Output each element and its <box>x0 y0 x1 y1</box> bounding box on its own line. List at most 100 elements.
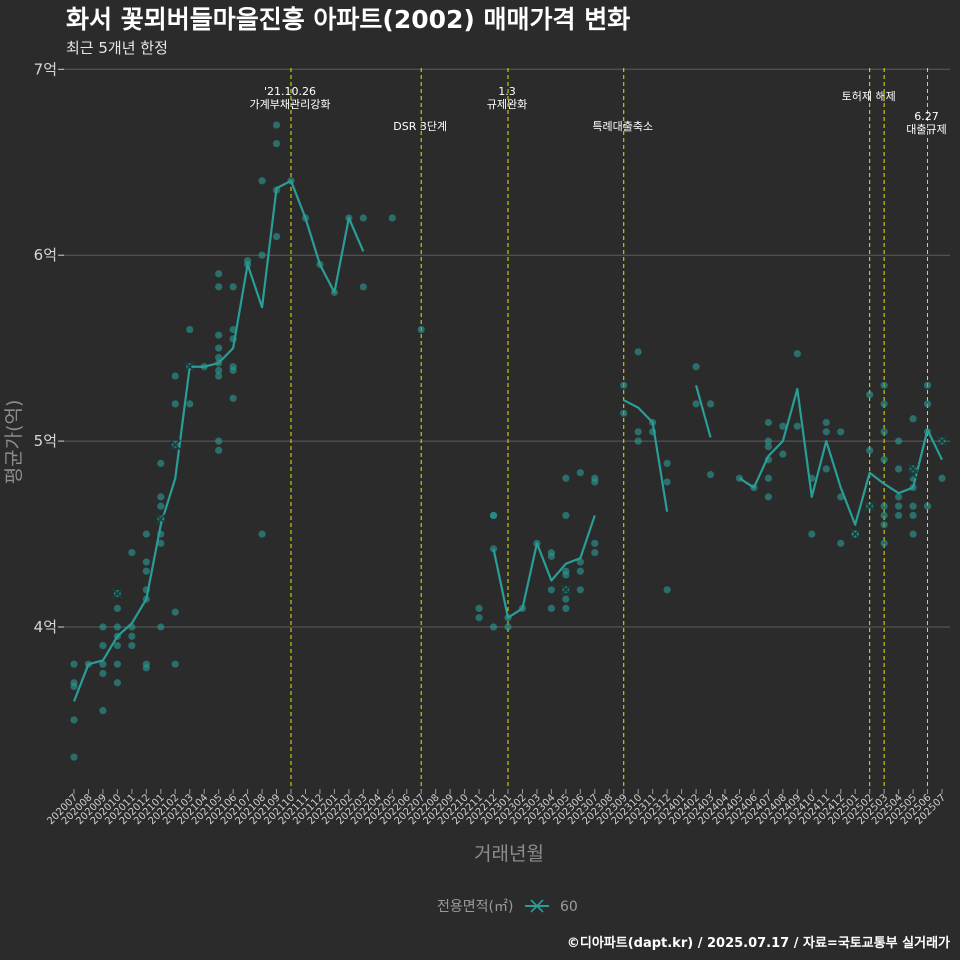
data-point <box>822 465 830 473</box>
data-point <box>113 641 121 650</box>
data-point <box>215 446 223 454</box>
data-point <box>591 474 599 482</box>
series-60-line-segment-2 <box>623 399 669 512</box>
data-point <box>895 502 903 510</box>
data-point <box>99 707 107 715</box>
series-60-line-segment-1 <box>492 515 596 619</box>
data-point <box>215 283 223 291</box>
data-point <box>909 530 917 538</box>
data-point <box>215 437 223 445</box>
data-point <box>157 459 165 467</box>
legend-title: 전용면적(㎡) <box>437 899 513 915</box>
data-point <box>186 400 194 408</box>
ytick-label-7: 7억 <box>34 60 57 78</box>
data-point <box>99 669 107 678</box>
data-point <box>562 595 570 603</box>
data-point <box>562 511 570 520</box>
data-point <box>909 415 917 423</box>
data-point <box>764 418 773 427</box>
data-point <box>880 502 888 510</box>
data-point <box>272 121 281 129</box>
data-point <box>779 450 787 458</box>
data-point <box>706 400 715 408</box>
data-point <box>547 549 556 557</box>
data-point <box>475 604 483 612</box>
data-point <box>779 422 787 430</box>
data-point <box>388 214 396 222</box>
data-point <box>157 539 165 547</box>
data-point <box>171 608 179 616</box>
series-60-line-segment-0 <box>72 179 365 702</box>
data-point <box>99 623 107 631</box>
data-point <box>793 350 801 358</box>
event-label-202110-0: '21.10.26 <box>264 85 316 98</box>
cross-marker <box>907 463 919 475</box>
cross-marker <box>184 361 196 373</box>
data-point <box>764 437 773 445</box>
data-point <box>99 660 107 668</box>
event-label-202309-0: 특례대출축소 <box>592 120 653 133</box>
data-point <box>142 558 150 566</box>
event-label-202301-1: 규제완화 <box>487 98 527 111</box>
data-point <box>244 257 252 265</box>
data-point <box>822 418 830 427</box>
data-point <box>923 502 932 510</box>
data-point <box>70 716 78 724</box>
cross-marker <box>560 584 572 596</box>
data-point <box>70 660 78 668</box>
data-point <box>359 283 367 291</box>
legend-cross-icon <box>530 899 544 913</box>
data-point <box>880 539 888 547</box>
data-point <box>562 604 570 612</box>
y-axis-label: 평균가(억) <box>3 400 25 485</box>
cross-markers <box>111 361 948 600</box>
data-point <box>142 660 150 668</box>
event-label-202301-0: 1.3 <box>498 85 516 98</box>
data-point <box>128 632 136 640</box>
data-point <box>663 459 671 467</box>
chart-subtitle: 최근 5개년 한정 <box>66 39 168 57</box>
data-point <box>663 478 671 486</box>
cross-marker <box>111 587 123 600</box>
data-point <box>880 521 888 529</box>
data-point <box>634 348 642 356</box>
data-point <box>547 586 556 594</box>
series-60-line-segment-4 <box>738 387 943 526</box>
data-point <box>562 567 570 575</box>
data-point <box>272 233 281 241</box>
data-point <box>880 511 888 520</box>
cross-marker <box>155 513 167 525</box>
data-point <box>128 549 136 557</box>
data-point <box>157 493 165 501</box>
data-point <box>895 465 903 473</box>
data-point <box>576 586 584 594</box>
data-point <box>663 586 671 594</box>
data-point <box>866 446 874 454</box>
data-point <box>171 400 179 408</box>
data-point <box>215 331 223 339</box>
data-point <box>692 400 700 408</box>
data-point <box>215 353 223 362</box>
data-point <box>576 567 584 575</box>
data-point <box>692 363 700 371</box>
data-point <box>157 623 165 631</box>
data-point <box>215 366 223 375</box>
source-caption: ©디아파트(dapt.kr) / 2025.07.17 / 자료=국토교통부 실… <box>567 935 950 951</box>
data-point <box>895 493 903 501</box>
data-point <box>113 660 121 668</box>
data-point <box>895 511 903 520</box>
cross-marker <box>849 528 861 540</box>
data-point <box>895 437 903 445</box>
ytick-label-4: 4억 <box>34 618 57 636</box>
data-point <box>576 469 584 477</box>
data-point <box>923 381 932 389</box>
data-point <box>909 502 917 510</box>
data-point <box>822 428 830 436</box>
data-point <box>229 394 237 402</box>
data-point <box>547 604 556 612</box>
data-point <box>359 214 367 222</box>
data-point <box>764 474 773 482</box>
data-point <box>258 177 266 185</box>
data-point <box>258 251 266 259</box>
average-price-line <box>72 179 943 702</box>
